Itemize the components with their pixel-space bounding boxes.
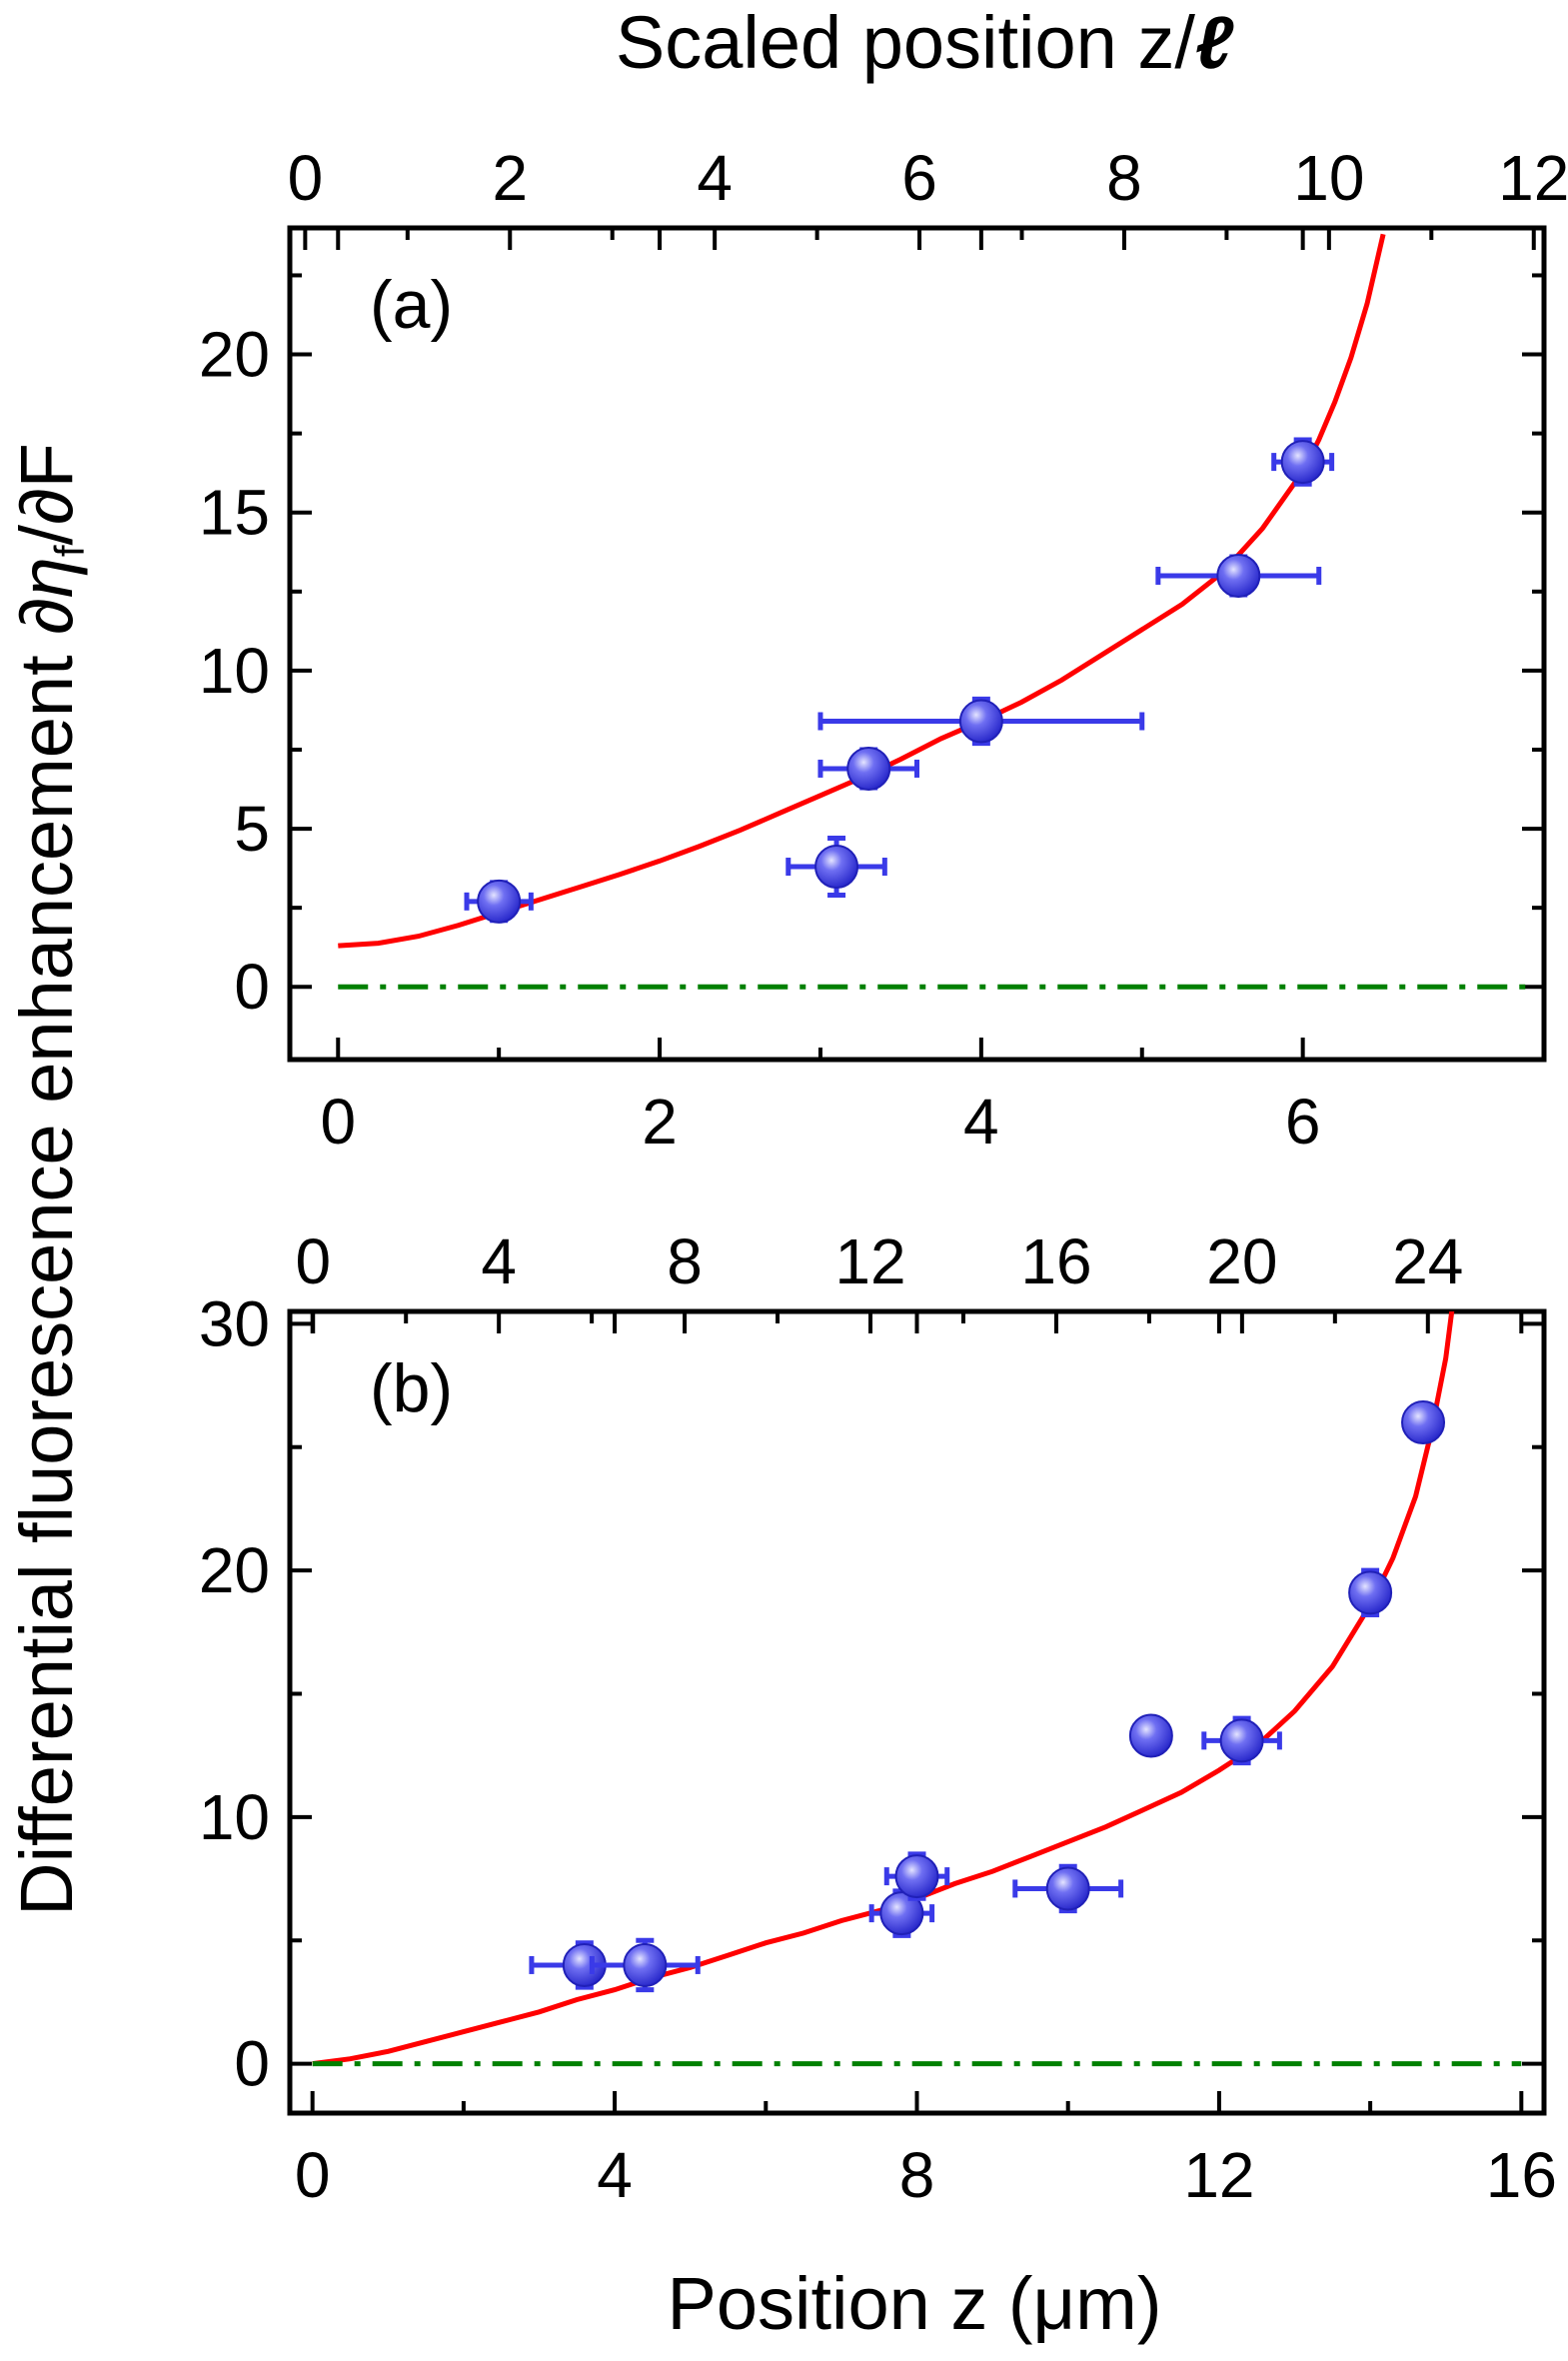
panel-label: (b) (370, 1350, 453, 1426)
x-tick-label: 8 (899, 2139, 935, 2211)
data-marker (846, 746, 891, 791)
top-tick-label: 12 (1498, 142, 1568, 214)
top-tick-label: 8 (667, 1225, 703, 1297)
data-marker (879, 1891, 924, 1936)
panel-label: (a) (370, 267, 453, 343)
data-point (883, 1851, 950, 1901)
x-tick-label: 6 (1285, 1086, 1321, 1158)
data-marker (623, 1942, 668, 1987)
y-tick-label: 20 (199, 1534, 270, 1606)
data-point (817, 746, 919, 791)
data-point (1201, 1715, 1282, 1766)
panel-a: 0 2 4 6 0 2 4 6 8 10 12 0 5 10 15 20 (a) (199, 142, 1568, 1158)
y-tick-label: 0 (234, 2028, 270, 2100)
plot-area (312, 1311, 1522, 2067)
top-tick-label: 10 (1293, 142, 1364, 214)
top-tick-label: 0 (288, 142, 324, 214)
x-tick-label: 12 (1183, 2139, 1254, 2211)
top-tick-label: 20 (1206, 1225, 1277, 1297)
data-point (1348, 1567, 1393, 1618)
x-tick-label: 16 (1486, 2139, 1557, 2211)
y-tick-label: 5 (234, 793, 270, 865)
fit-curve (312, 1311, 1455, 2067)
data-point (785, 836, 887, 898)
data-point (589, 1937, 701, 1993)
data-marker (1045, 1866, 1090, 1911)
top-tick-label: 2 (492, 142, 528, 214)
panel-b: 0 4 8 12 16 0 4 8 12 16 20 24 0 10 20 30 (b) (199, 1225, 1557, 2211)
data-point (1401, 1400, 1446, 1445)
top-tick-label: 16 (1020, 1225, 1091, 1297)
x-tick-label: 2 (642, 1086, 678, 1158)
top-tick-label: 12 (834, 1225, 905, 1297)
data-point (464, 879, 534, 924)
top-tick-label: 0 (295, 1225, 331, 1297)
data-marker (1219, 1718, 1264, 1763)
x-tick-label: 4 (963, 1086, 999, 1158)
data-marker (1401, 1400, 1446, 1445)
top-tick-label: 4 (697, 142, 733, 214)
data-marker (958, 699, 1003, 744)
data-marker (1216, 553, 1261, 598)
data-marker (814, 845, 859, 890)
x-tick-label: 4 (597, 2139, 633, 2211)
top-tick-label: 6 (901, 142, 937, 214)
y-axis-title: Differential fluorescence enhancement ∂η… (5, 443, 93, 1916)
plot-frame (287, 225, 1547, 1063)
x-tick-label: 0 (295, 2139, 331, 2211)
top-tick-label: 8 (1106, 142, 1142, 214)
data-marker (1348, 1570, 1393, 1615)
data-point (817, 696, 1145, 747)
data-point (1128, 1713, 1173, 1758)
y-tick-label: 15 (199, 477, 270, 549)
top-tick-label: 24 (1392, 1225, 1463, 1297)
data-marker (1280, 440, 1325, 485)
data-point (1155, 553, 1322, 598)
data-marker (894, 1854, 939, 1899)
x-tick-label: 0 (320, 1086, 356, 1158)
plot-area (338, 233, 1528, 990)
y-tick-label: 0 (234, 951, 270, 1023)
bottom-axis-title: Position z (μm) (668, 2262, 1162, 2345)
data-marker (477, 879, 522, 924)
data-point (529, 1940, 641, 1990)
plot-frame (287, 1308, 1547, 2116)
data-marker (1128, 1713, 1173, 1758)
y-tick-label: 10 (199, 635, 270, 707)
y-tick-label: 10 (199, 1781, 270, 1853)
top-axis-title: Scaled position z/ℓ (616, 1, 1234, 84)
y-tick-label: 30 (199, 1287, 270, 1359)
y-tick-label: 20 (199, 319, 270, 391)
data-point (1271, 437, 1335, 487)
data-point (1012, 1863, 1124, 1914)
top-tick-label: 4 (481, 1225, 517, 1297)
